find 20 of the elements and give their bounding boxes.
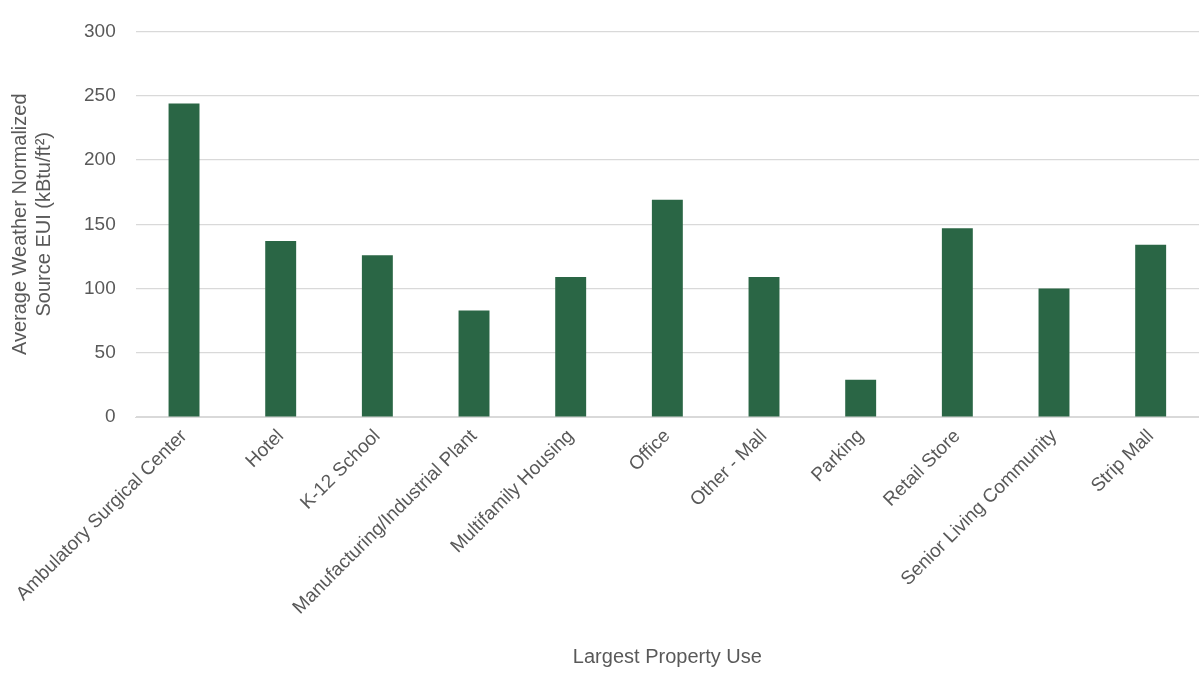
- bar: [168, 103, 200, 417]
- y-tick-label: 0: [105, 405, 116, 427]
- y-tick-label: 200: [84, 148, 116, 170]
- y-tick-label: 50: [94, 341, 116, 363]
- bar: [845, 379, 877, 417]
- y-axis-title: Average Weather Normalized Source EUI (kBtu/ft²): [7, 93, 54, 356]
- y-tick-label: 250: [84, 83, 116, 105]
- bar: [555, 276, 587, 417]
- bar: [458, 310, 490, 417]
- y-tick-label: 300: [84, 19, 116, 41]
- y-tick-label: 100: [84, 276, 116, 298]
- bar: [941, 228, 973, 417]
- bar: [1038, 288, 1070, 417]
- y-tick-label: 150: [84, 212, 116, 234]
- x-axis-title: Largest Property Use: [572, 644, 762, 667]
- bar: [1135, 244, 1167, 417]
- bar: [651, 199, 683, 417]
- bar: [265, 240, 297, 417]
- bar: [748, 276, 780, 417]
- bar: [361, 255, 393, 417]
